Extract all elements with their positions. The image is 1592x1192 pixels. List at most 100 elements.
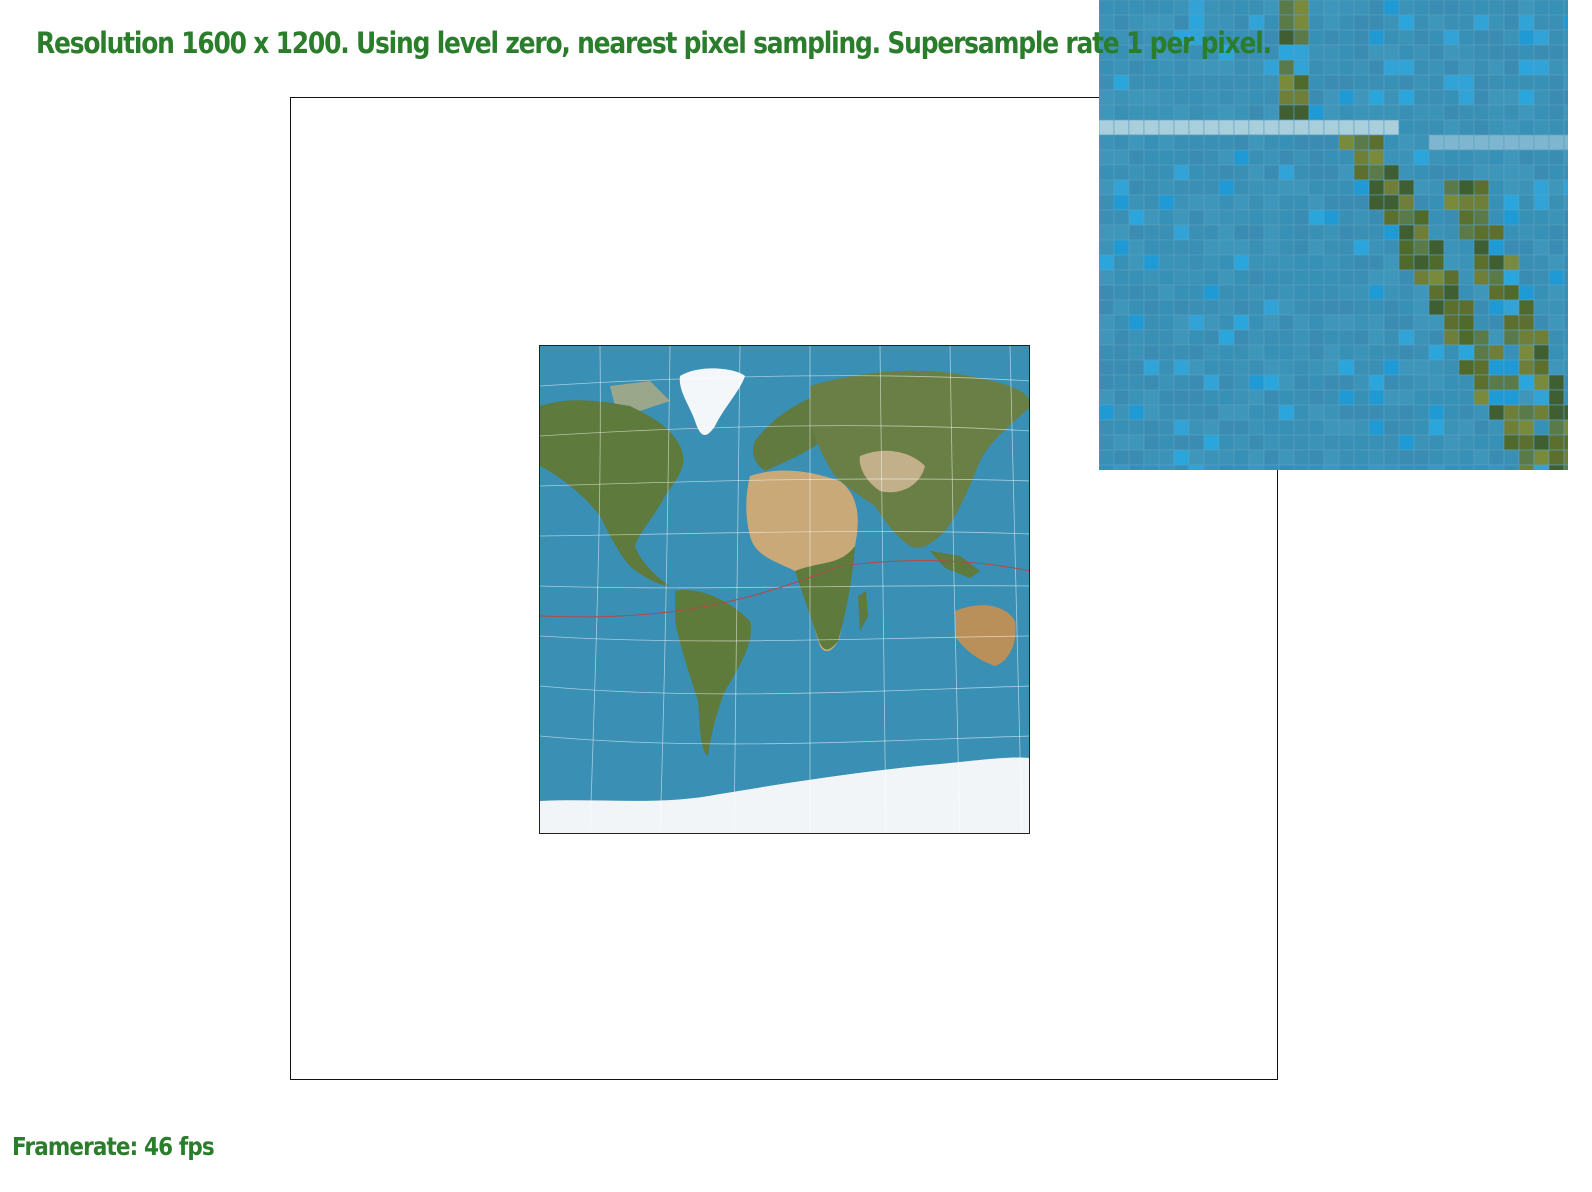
zoom-pixel [1503,14,1520,31]
zoom-pixel [1473,74,1490,91]
zoom-pixel [1338,104,1355,121]
zoom-pixel [1323,14,1340,31]
zoom-pixel [1503,419,1520,436]
zoom-pixel [1143,419,1160,436]
zoom-pixel [1308,449,1325,466]
zoom-pixel [1428,29,1445,46]
zoom-pixel [1398,44,1415,61]
zoom-pixel [1203,464,1220,470]
zoom-pixel [1563,269,1568,286]
zoom-pixel [1518,164,1535,181]
zoom-pixel [1413,359,1430,376]
zoom-pixel [1518,419,1535,436]
zoom-pixel [1203,299,1220,316]
zoom-pixel [1503,284,1520,301]
zoom-pixel [1128,119,1145,136]
zoom-pixel [1368,344,1385,361]
zoom-pixel [1248,419,1265,436]
zoom-pixel [1188,149,1205,166]
zoom-pixel [1338,179,1355,196]
zoom-pixel [1353,404,1370,421]
zoom-pixel [1099,209,1115,226]
zoom-pixel [1413,254,1430,271]
zoom-pixel [1413,0,1430,16]
zoom-pixel [1188,0,1205,16]
zoom-pixel [1533,449,1550,466]
zoom-pixel [1383,74,1400,91]
zoom-pixel [1488,209,1505,226]
zoom-pixel [1218,359,1235,376]
zoom-pixel [1518,134,1535,151]
zoom-pixel [1398,224,1415,241]
zoom-pixel [1353,224,1370,241]
zoom-pixel [1383,29,1400,46]
zoom-pixel [1143,0,1160,16]
zoom-pixel [1473,104,1490,121]
zoom-pixel [1233,359,1250,376]
zoom-pixel [1248,74,1265,91]
zoom-pixel [1128,404,1145,421]
zoom-pixel [1338,209,1355,226]
zoom-pixel [1113,464,1130,470]
zoom-pixel [1383,224,1400,241]
zoom-pixel [1173,329,1190,346]
zoom-pixel [1278,149,1295,166]
zoom-pixel [1323,374,1340,391]
zoom-pixel [1413,209,1430,226]
zoom-pixel [1203,89,1220,106]
zoom-pixel [1323,254,1340,271]
zoom-pixel [1248,269,1265,286]
zoom-pixel [1218,269,1235,286]
zoom-pixel [1188,224,1205,241]
zoom-pixel [1218,329,1235,346]
zoom-pixel [1293,89,1310,106]
zoom-pixel [1128,59,1145,76]
zoom-pixel [1533,119,1550,136]
zoom-pixel [1188,104,1205,121]
zoom-pixel [1203,254,1220,271]
zoom-pixel [1323,134,1340,151]
zoom-pixel [1188,329,1205,346]
zoom-pixel [1278,254,1295,271]
zoom-pixel [1563,179,1568,196]
zoom-pixel [1563,209,1568,226]
zoom-pixel [1488,29,1505,46]
zoom-pixel [1398,314,1415,331]
zoom-pixel [1128,374,1145,391]
zoom-pixel [1563,434,1568,451]
zoom-pixel [1203,104,1220,121]
zoom-pixel [1173,74,1190,91]
zoom-pixel [1548,149,1565,166]
zoom-pixel [1248,164,1265,181]
zoom-pixel [1323,149,1340,166]
zoom-pixel [1248,194,1265,211]
zoom-pixel [1233,104,1250,121]
zoom-pixel [1533,134,1550,151]
zoom-pixel [1338,359,1355,376]
zoom-pixel [1518,104,1535,121]
zoom-pixel [1338,434,1355,451]
zoom-pixel [1503,329,1520,346]
zoom-pixel [1473,194,1490,211]
zoom-pixel [1428,449,1445,466]
zoom-pixel [1563,389,1568,406]
zoom-pixel [1488,449,1505,466]
zoom-pixel [1248,134,1265,151]
zoom-pixel [1173,119,1190,136]
zoom-pixel [1203,194,1220,211]
zoom-pixel [1113,449,1130,466]
zoom-pixel [1458,119,1475,136]
zoom-pixel [1338,194,1355,211]
zoom-pixel [1233,0,1250,16]
zoom-pixel [1428,434,1445,451]
zoom-pixel [1563,359,1568,376]
zoom-pixel [1188,344,1205,361]
zoom-pixel [1413,29,1430,46]
zoom-pixel [1383,344,1400,361]
zoom-pixel [1158,224,1175,241]
zoom-pixel [1308,14,1325,31]
zoom-pixel [1368,89,1385,106]
zoom-pixel [1548,464,1565,470]
zoom-pixel [1218,149,1235,166]
zoom-pixel [1443,164,1460,181]
